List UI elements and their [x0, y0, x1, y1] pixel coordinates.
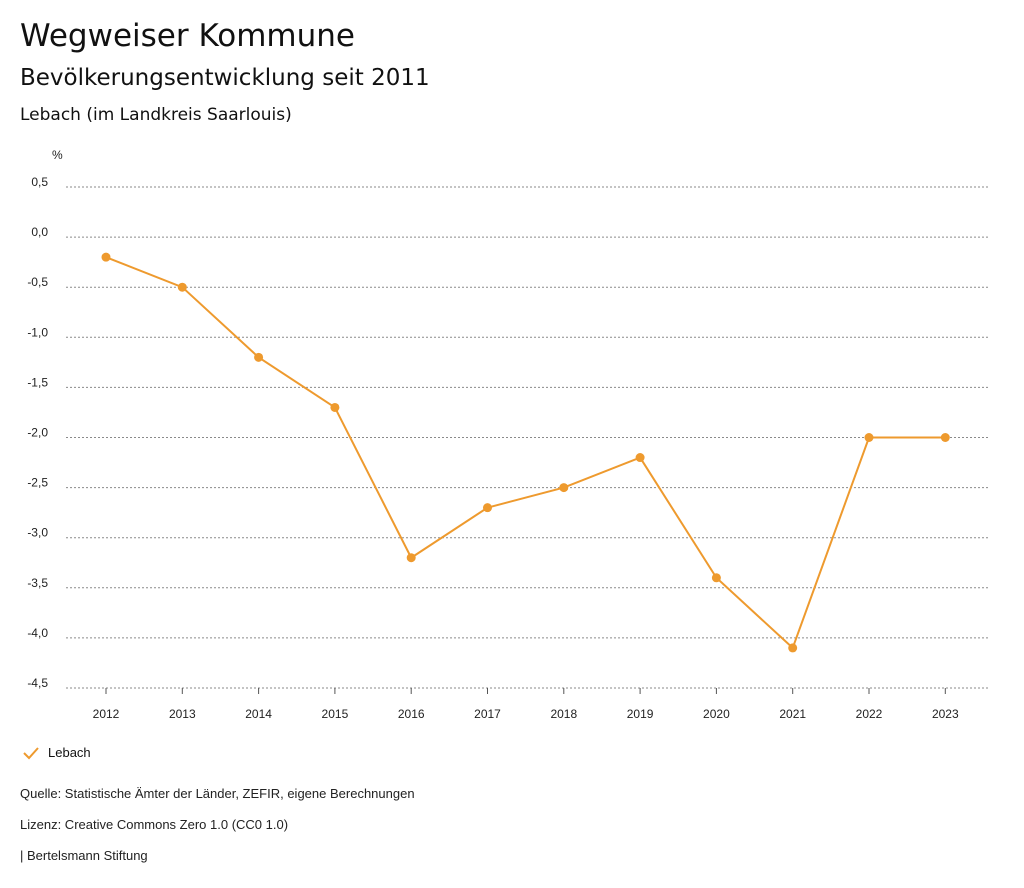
x-tick-label: 2022 — [856, 707, 883, 721]
data-point[interactable] — [788, 643, 798, 653]
legend-label-lebach: Lebach — [48, 745, 91, 760]
data-point[interactable] — [711, 573, 721, 583]
x-tick-label: 2014 — [245, 707, 272, 721]
data-point[interactable] — [177, 282, 187, 292]
checkmark-icon — [23, 746, 39, 759]
page-title: Wegweiser Kommune — [20, 18, 355, 54]
x-tick-label: 2015 — [322, 707, 349, 721]
y-tick-label: 0,0 — [31, 225, 48, 239]
y-tick-label: -0,5 — [27, 275, 48, 289]
y-tick-label: -1,5 — [27, 375, 48, 389]
grid-lines — [66, 186, 990, 689]
data-point[interactable] — [483, 503, 492, 513]
y-tick-label: -2,0 — [27, 426, 48, 440]
y-axis-ticks: 0,5 0,0 -0,5 -1,0 -1,5 -2,0 -2,5 -3,0 -3,5 -4,0 -4… — [27, 175, 48, 690]
publisher-note: | Bertelsmann Stiftung — [20, 848, 148, 863]
data-point[interactable] — [254, 352, 264, 362]
x-tick-label: 2012 — [93, 707, 120, 721]
y-tick-label: -4,0 — [27, 626, 48, 640]
x-tick-label: 2017 — [474, 707, 501, 721]
data-point[interactable] — [330, 402, 340, 412]
series-lebach — [101, 252, 950, 653]
data-point[interactable] — [940, 433, 950, 442]
y-tick-label: -1,0 — [27, 325, 48, 339]
series-line — [105, 256, 946, 650]
data-point[interactable] — [406, 553, 416, 563]
y-tick-label: -4,5 — [27, 676, 48, 690]
x-tick-label: 2013 — [169, 707, 196, 721]
data-point[interactable] — [635, 453, 645, 463]
chart-subtitle: Bevölkerungsentwicklung seit 2011 — [20, 65, 430, 91]
region-label: Lebach (im Landkreis Saarlouis) — [20, 105, 292, 125]
x-tick-label: 2023 — [932, 707, 959, 721]
legend[interactable]: Lebach — [22, 745, 91, 760]
x-tick-label: 2019 — [627, 707, 654, 721]
y-tick-label: -3,5 — [27, 576, 48, 590]
data-point[interactable] — [101, 252, 111, 262]
y-axis-unit-label: % — [52, 148, 63, 162]
x-tick-label: 2021 — [779, 707, 806, 721]
x-tick-label: 2016 — [398, 707, 425, 721]
source-note: Quelle: Statistische Ämter der Länder, Z… — [20, 786, 415, 801]
y-tick-label: -3,0 — [27, 526, 48, 540]
data-point[interactable] — [559, 483, 569, 493]
license-note: Lizenz: Creative Commons Zero 1.0 (CC0 1… — [20, 817, 289, 832]
x-tick-label: 2020 — [703, 707, 730, 721]
y-tick-label: 0,5 — [31, 175, 48, 189]
line-chart: % 0,5 0,0 -0,5 -1,0 -1,5 -2,0 -2,5 -3,0 -3,5 -4,0… — [27, 148, 990, 721]
x-axis-ticks: 2012 2013 2014 2015 2016 2017 2018 2019 2020 2021… — [93, 688, 959, 721]
x-tick-label: 2018 — [550, 707, 577, 721]
data-point[interactable] — [864, 433, 874, 442]
y-tick-label: -2,5 — [27, 476, 48, 490]
